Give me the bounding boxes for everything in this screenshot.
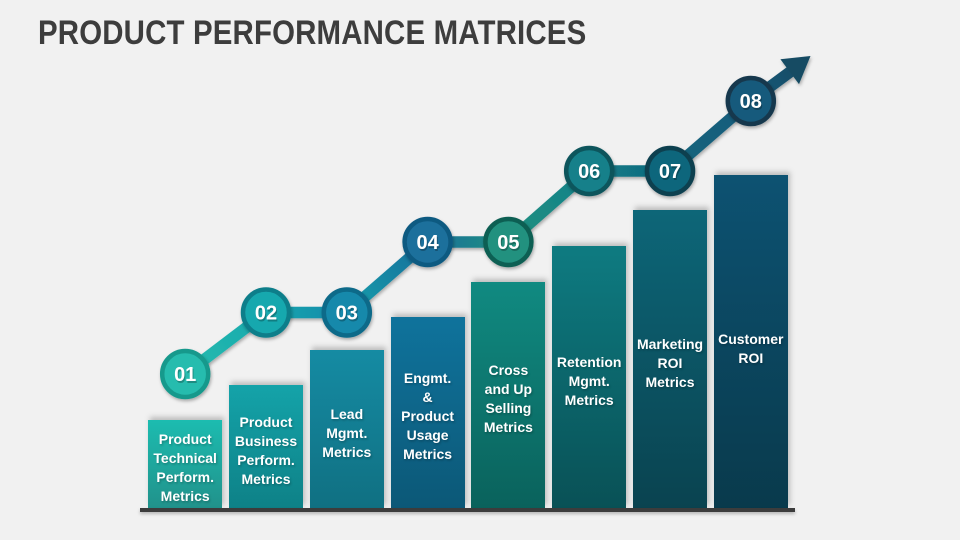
svg-text:08: 08 <box>741 93 763 115</box>
svg-text:03: 03 <box>337 305 359 327</box>
svg-text:04: 04 <box>416 232 439 254</box>
svg-text:06: 06 <box>579 163 601 185</box>
svg-text:02: 02 <box>256 305 278 327</box>
svg-text:05: 05 <box>497 232 519 254</box>
svg-text:01: 01 <box>175 366 197 388</box>
svg-text:06: 06 <box>578 161 600 183</box>
svg-text:08: 08 <box>740 91 762 113</box>
svg-text:07: 07 <box>659 161 681 183</box>
svg-text:02: 02 <box>255 303 277 325</box>
svg-text:03: 03 <box>336 303 358 325</box>
svg-text:04: 04 <box>417 234 440 256</box>
svg-text:05: 05 <box>498 234 520 256</box>
svg-text:07: 07 <box>660 163 682 185</box>
svg-text:01: 01 <box>174 364 196 386</box>
